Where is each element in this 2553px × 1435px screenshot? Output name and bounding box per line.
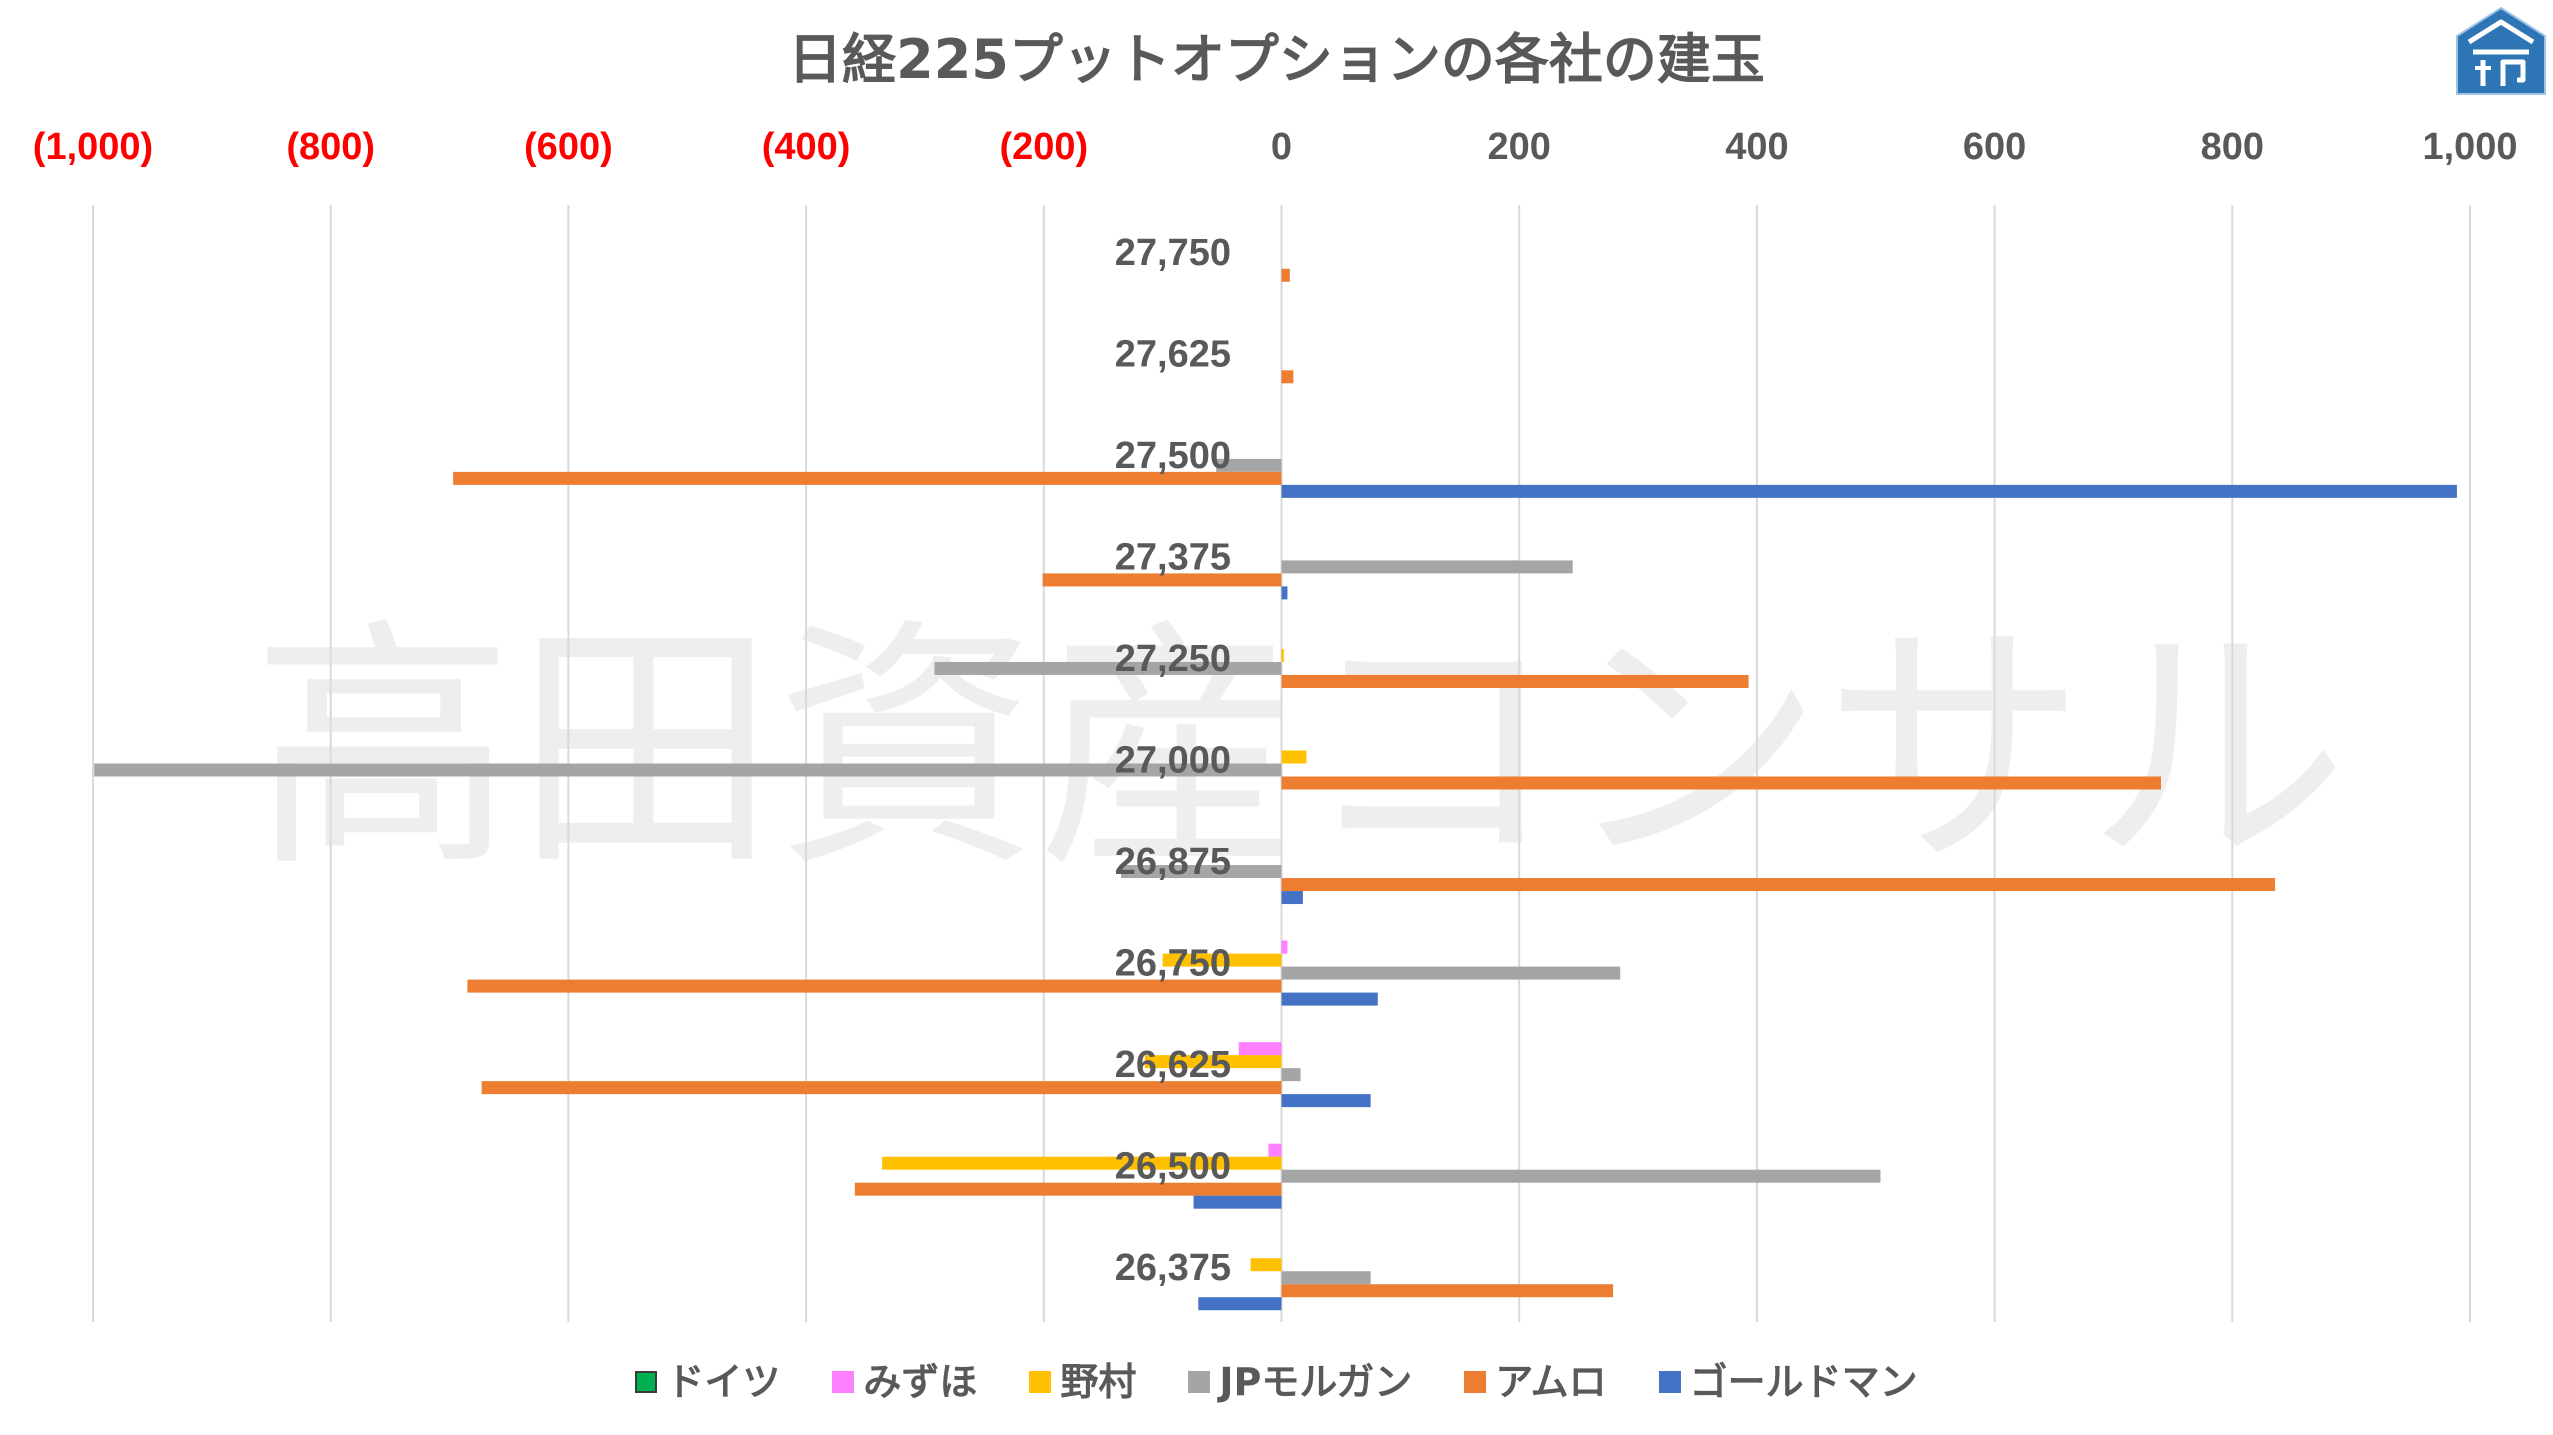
legend-label: みずほ: [863, 1360, 978, 1404]
bar: [1250, 1258, 1282, 1272]
house-logo-icon: [2456, 6, 2546, 95]
watermark-text: 高田資産コンサル: [252, 597, 2348, 902]
category-label: 26,625: [1115, 1044, 1231, 1086]
bar: [453, 471, 1282, 485]
bar: [934, 661, 1282, 675]
bar: [1281, 1169, 1881, 1183]
bar: [1238, 1042, 1282, 1056]
chart-title: 日経225プットオプションの各社の建玉: [788, 28, 1765, 91]
x-tick-label: 0: [1271, 126, 1292, 168]
category-label: 26,375: [1115, 1247, 1231, 1289]
x-tick-label: (1,000): [33, 126, 153, 168]
bar: [1193, 1195, 1282, 1209]
legend-item-amro: アムロ: [1464, 1356, 1607, 1408]
legend-item-jpmorgan: JPモルガン: [1188, 1356, 1412, 1408]
category-label: 26,500: [1115, 1146, 1231, 1188]
legend-swatch: [1188, 1371, 1211, 1393]
bar: [1281, 878, 2276, 892]
legend-swatch: [1464, 1371, 1487, 1393]
bar: [1281, 370, 1294, 384]
bar: [467, 979, 1282, 993]
legend-item-deutsche: ドイツ: [635, 1356, 780, 1408]
bar: [1281, 268, 1290, 282]
category-label: 27,625: [1115, 333, 1231, 375]
category-label: 27,250: [1115, 638, 1231, 680]
bar: [1144, 1055, 1282, 1069]
bar: [882, 1156, 1282, 1170]
legend-swatch: [635, 1371, 658, 1393]
bar: [1281, 1284, 1614, 1298]
bar: [1281, 560, 1573, 574]
bar: [1162, 953, 1282, 967]
category-label: 27,500: [1115, 435, 1231, 477]
legend-item-nomura: 野村: [1029, 1356, 1136, 1408]
bar: [1281, 1271, 1371, 1285]
legend-label: ドイツ: [666, 1360, 781, 1404]
bar: [1281, 891, 1303, 905]
bar: [1281, 1094, 1371, 1108]
bar: [481, 1081, 1282, 1095]
bar: [1281, 776, 2161, 790]
bar: [1268, 1143, 1282, 1157]
category-label: 26,875: [1115, 841, 1231, 883]
legend-label: JPモルガン: [1219, 1360, 1413, 1404]
x-tick-label: (600): [524, 126, 613, 168]
bar: [94, 763, 1282, 777]
category-label: 27,750: [1115, 232, 1231, 274]
x-tick-label: (200): [999, 126, 1088, 168]
legend-label: 野村: [1060, 1360, 1137, 1404]
bar: [1281, 1068, 1301, 1082]
bar: [1042, 573, 1282, 587]
legend-label: アムロ: [1495, 1360, 1607, 1404]
legend-swatch: [1029, 1371, 1052, 1393]
bar: [854, 1182, 1282, 1196]
x-tick-label: 800: [2201, 126, 2264, 168]
x-tick-label: (400): [762, 126, 851, 168]
legend: ドイツ みずほ 野村 JPモルガン アムロ ゴールドマン: [0, 1356, 2553, 1408]
x-tick-label: 400: [1725, 126, 1788, 168]
bar: [1281, 992, 1378, 1006]
bar: [1198, 1297, 1282, 1311]
bar: [1281, 966, 1621, 980]
legend-label: ゴールドマン: [1689, 1360, 1918, 1404]
bar: [1216, 458, 1282, 472]
category-label: 27,000: [1115, 740, 1231, 782]
x-tick-label: 1,000: [2422, 126, 2517, 168]
bar: [1281, 674, 1749, 688]
x-tick-label: 200: [1487, 126, 1550, 168]
bar: [1281, 586, 1288, 600]
category-label: 27,375: [1115, 536, 1231, 578]
legend-item-goldman: ゴールドマン: [1658, 1356, 1918, 1408]
bar: [1281, 940, 1288, 954]
legend-item-mizuho: みずほ: [832, 1356, 977, 1408]
x-tick-label: 600: [1963, 126, 2026, 168]
legend-swatch: [1658, 1371, 1681, 1393]
bar: [1281, 648, 1284, 662]
legend-swatch: [832, 1371, 855, 1393]
category-label: 26,750: [1115, 943, 1231, 985]
bar: [1281, 750, 1307, 764]
bar: [1121, 865, 1282, 879]
x-tick-label: (800): [286, 126, 375, 168]
bar: [1281, 484, 2457, 498]
